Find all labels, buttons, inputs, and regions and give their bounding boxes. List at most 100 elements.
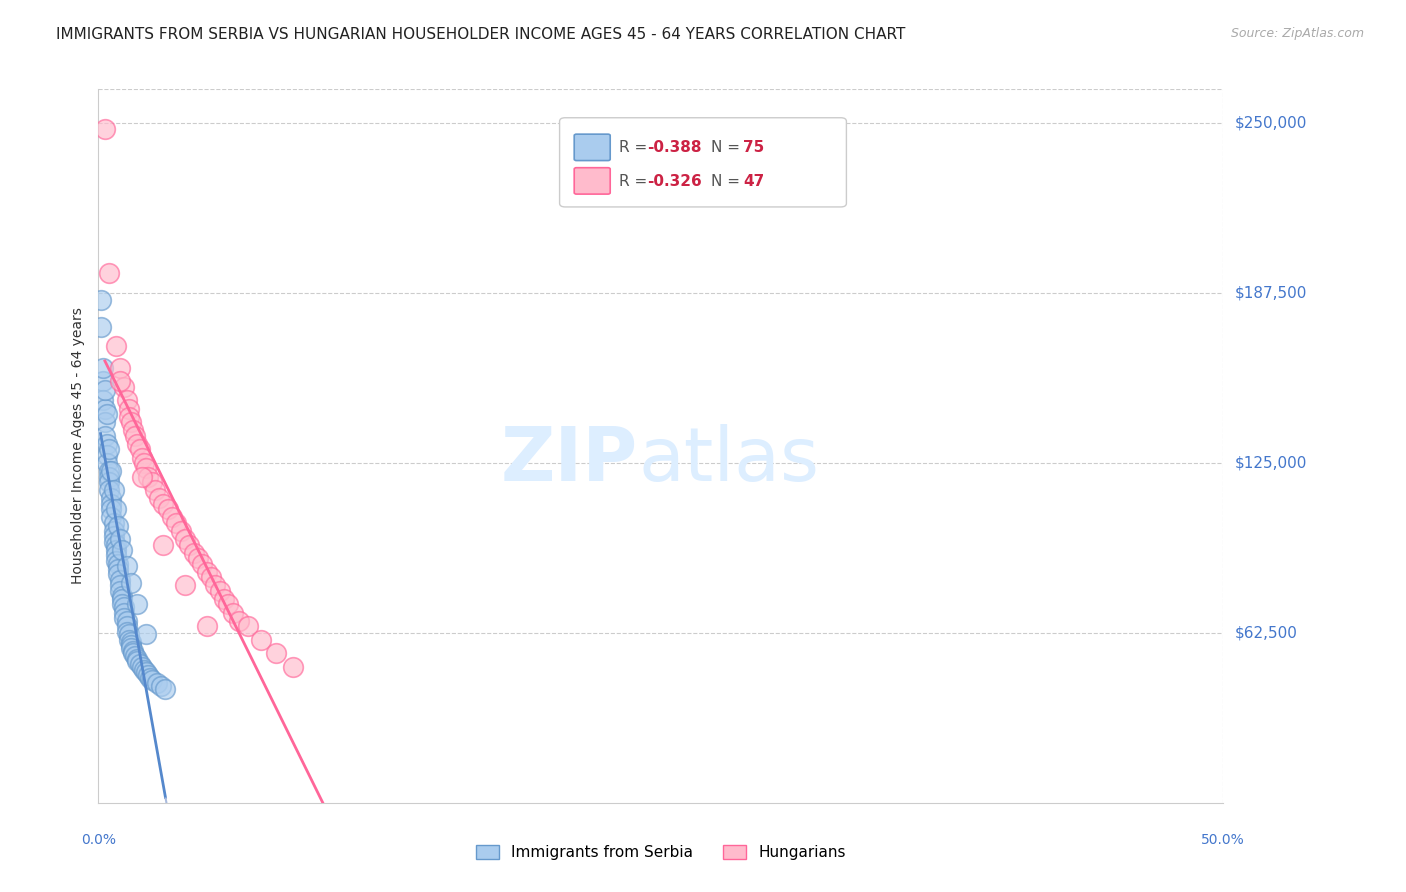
Point <box>118 627 141 641</box>
Point <box>120 640 142 655</box>
Text: 0.0%: 0.0% <box>82 833 115 847</box>
Point <box>98 483 121 498</box>
Point <box>96 448 118 462</box>
Text: Source: ZipAtlas.com: Source: ZipAtlas.com <box>1230 27 1364 40</box>
Point <box>228 614 250 628</box>
Legend: Immigrants from Serbia, Hungarians: Immigrants from Serbia, Hungarians <box>470 839 852 866</box>
Point <box>165 516 187 530</box>
Point <box>195 565 218 579</box>
Point <box>112 611 135 625</box>
Point <box>96 456 118 470</box>
Point <box>104 543 127 558</box>
Point <box>264 646 287 660</box>
Point <box>141 475 163 489</box>
Point <box>90 320 112 334</box>
FancyBboxPatch shape <box>560 118 846 207</box>
Point <box>120 635 142 649</box>
Text: IMMIGRANTS FROM SERBIA VS HUNGARIAN HOUSEHOLDER INCOME AGES 45 - 64 YEARS CORREL: IMMIGRANTS FROM SERBIA VS HUNGARIAN HOUS… <box>56 27 905 42</box>
Point <box>108 360 131 375</box>
Point <box>111 598 134 612</box>
Text: -0.326: -0.326 <box>647 174 702 189</box>
Point <box>108 578 131 592</box>
Point <box>91 393 114 408</box>
Point <box>204 578 226 592</box>
Point <box>103 524 125 538</box>
Point <box>104 549 127 563</box>
Point <box>107 518 129 533</box>
Point <box>111 591 134 606</box>
Y-axis label: Householder Income Ages 45 - 64 years: Householder Income Ages 45 - 64 years <box>70 308 84 584</box>
Point <box>136 668 159 682</box>
Point <box>115 624 138 639</box>
Point <box>131 660 153 674</box>
Point <box>143 483 166 498</box>
Point <box>156 502 179 516</box>
Point <box>112 380 135 394</box>
Text: R =: R = <box>619 140 652 155</box>
Point <box>96 407 118 421</box>
Point <box>208 583 231 598</box>
Point <box>131 469 153 483</box>
Point <box>128 442 150 457</box>
Point <box>127 437 149 451</box>
Text: N =: N = <box>711 140 745 155</box>
Point <box>124 648 146 663</box>
Point <box>150 679 173 693</box>
Point <box>155 681 177 696</box>
Point <box>122 643 145 657</box>
Point <box>108 583 131 598</box>
Point <box>104 537 127 551</box>
Point <box>127 651 149 665</box>
Point <box>104 554 127 568</box>
Point <box>139 671 162 685</box>
Point <box>183 546 205 560</box>
Point <box>98 442 121 457</box>
Point <box>98 464 121 478</box>
Point <box>115 614 138 628</box>
Point <box>104 502 127 516</box>
Point <box>108 532 131 546</box>
Point <box>112 606 135 620</box>
Point <box>212 591 235 606</box>
Text: 50.0%: 50.0% <box>1201 833 1246 847</box>
Point <box>236 619 259 633</box>
Point <box>91 360 114 375</box>
Point <box>187 551 209 566</box>
Point <box>94 429 117 443</box>
Text: $62,500: $62,500 <box>1234 625 1298 640</box>
Point <box>111 589 134 603</box>
Point <box>191 557 214 571</box>
Point <box>200 570 222 584</box>
FancyBboxPatch shape <box>574 168 610 194</box>
Point <box>103 483 125 498</box>
Point <box>111 543 134 558</box>
Point <box>91 375 114 389</box>
Point <box>100 491 122 506</box>
Text: N =: N = <box>711 174 745 189</box>
Point <box>120 575 142 590</box>
Point <box>115 559 138 574</box>
Point <box>103 529 125 543</box>
Point <box>160 510 183 524</box>
Point <box>136 469 159 483</box>
Point <box>141 673 163 688</box>
Point <box>179 537 201 551</box>
FancyBboxPatch shape <box>574 134 610 161</box>
Point <box>100 502 122 516</box>
Point <box>103 516 125 530</box>
Point <box>98 469 121 483</box>
Point <box>217 598 239 612</box>
Point <box>249 632 271 647</box>
Point <box>122 423 145 437</box>
Text: $187,500: $187,500 <box>1234 285 1306 301</box>
Point <box>115 619 138 633</box>
Point <box>100 497 122 511</box>
Point <box>118 409 141 424</box>
Text: ZIP: ZIP <box>501 424 638 497</box>
Point <box>135 461 157 475</box>
Point <box>174 578 197 592</box>
Text: atlas: atlas <box>638 424 820 497</box>
Point <box>135 665 157 680</box>
Point <box>132 456 155 470</box>
Point <box>108 573 131 587</box>
